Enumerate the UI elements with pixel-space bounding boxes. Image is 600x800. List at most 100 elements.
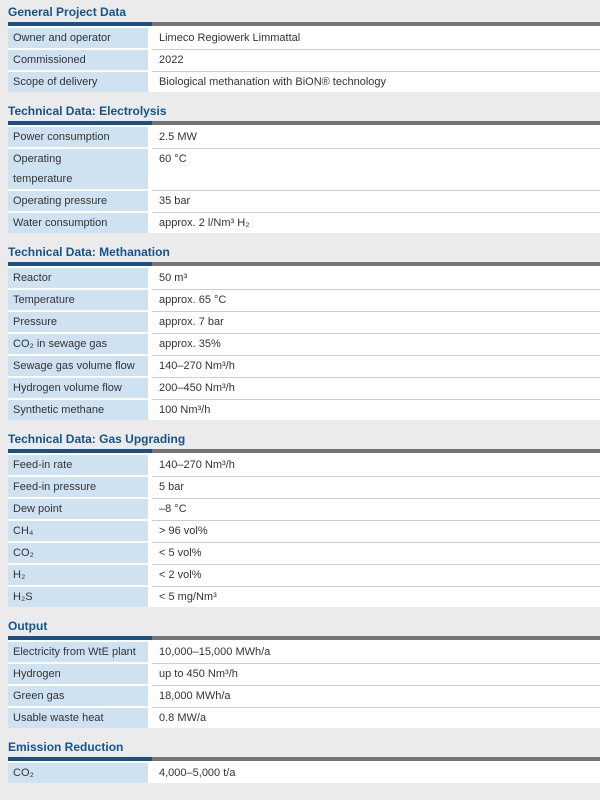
table-row: Operating temperature 60 °C xyxy=(8,149,600,191)
column-spacer xyxy=(148,763,152,783)
header-rule xyxy=(8,636,600,640)
header-rule-blue-segment xyxy=(8,636,152,640)
column-spacer xyxy=(148,334,152,354)
section-title: General Project Data xyxy=(8,5,127,19)
row-label: CO₂ xyxy=(8,543,148,563)
section-emission-reduction: Emission Reduction CO₂ 4,000–5,000 t/a xyxy=(8,741,600,783)
row-label: Sewage gas volume flow xyxy=(8,356,148,376)
column-spacer xyxy=(148,268,152,288)
table-row: CO₂ < 5 vol% xyxy=(8,543,600,565)
section-title: Emission Reduction xyxy=(8,740,124,754)
row-label: Hydrogen volume flow xyxy=(8,378,148,398)
row-value: 60 °C xyxy=(152,149,600,191)
row-label: Reactor xyxy=(8,268,148,288)
row-label: Dew point xyxy=(8,499,148,519)
row-value: approx. 7 bar xyxy=(152,312,600,334)
row-value: 140–270 Nm³/h xyxy=(152,455,600,477)
row-value: 18,000 MWh/a xyxy=(152,686,600,708)
row-label: CO₂ xyxy=(8,763,148,783)
column-spacer xyxy=(148,587,152,607)
row-label: Feed-in pressure xyxy=(8,477,148,497)
row-value: up to 450 Nm³/h xyxy=(152,664,600,686)
row-label: Hydrogen xyxy=(8,664,148,684)
row-value: Biological methanation with BiON® techno… xyxy=(152,72,600,92)
row-label: CO₂ in sewage gas xyxy=(8,334,148,354)
header-rule xyxy=(8,22,600,26)
column-spacer xyxy=(148,72,152,92)
section-title: Technical Data: Electrolysis xyxy=(8,104,167,118)
header-rule-gray-segment xyxy=(152,449,600,453)
table-row: CO₂ in sewage gas approx. 35% xyxy=(8,334,600,356)
row-label: Synthetic methane xyxy=(8,400,148,420)
row-value: Limeco Regiowerk Limmattal xyxy=(152,28,600,50)
table-row: Green gas 18,000 MWh/a xyxy=(8,686,600,708)
column-spacer xyxy=(148,290,152,310)
column-spacer xyxy=(148,213,152,233)
table-row: Hydrogen volume flow 200–450 Nm³/h xyxy=(8,378,600,400)
table-row: Pressure approx. 7 bar xyxy=(8,312,600,334)
row-label: Feed-in rate xyxy=(8,455,148,475)
section-title: Output xyxy=(8,619,48,633)
row-label: H₂S xyxy=(8,587,148,607)
column-spacer xyxy=(148,543,152,563)
row-value: 200–450 Nm³/h xyxy=(152,378,600,400)
table-row: Usable waste heat 0.8 MW/a xyxy=(8,708,600,728)
row-label: Scope of delivery xyxy=(8,72,148,92)
row-value: 5 bar xyxy=(152,477,600,499)
table-row: Operating pressure 35 bar xyxy=(8,191,600,213)
header-rule-gray-segment xyxy=(152,757,600,761)
row-label: Power consumption xyxy=(8,127,148,147)
section-methanation: Technical Data: Methanation Reactor 50 m… xyxy=(8,246,600,420)
section-electrolysis: Technical Data: Electrolysis Power consu… xyxy=(8,105,600,233)
column-spacer xyxy=(148,455,152,475)
column-spacer xyxy=(148,521,152,541)
column-spacer xyxy=(148,686,152,706)
table-row: Electricity from WtE plant 10,000–15,000… xyxy=(8,642,600,664)
row-value: < 5 mg/Nm³ xyxy=(152,587,600,607)
table-body: Owner and operator Limeco Regiowerk Limm… xyxy=(8,26,600,92)
row-label: Usable waste heat xyxy=(8,708,148,728)
column-spacer xyxy=(148,499,152,519)
header-rule xyxy=(8,757,600,761)
table-row: Synthetic methane 100 Nm³/h xyxy=(8,400,600,420)
row-value: 100 Nm³/h xyxy=(152,400,600,420)
row-value: approx. 2 l/Nm³ H₂ xyxy=(152,213,600,233)
table-body: Electricity from WtE plant 10,000–15,000… xyxy=(8,640,600,728)
column-spacer xyxy=(148,378,152,398)
column-spacer xyxy=(148,149,152,189)
table-row: Sewage gas volume flow 140–270 Nm³/h xyxy=(8,356,600,378)
column-spacer xyxy=(148,477,152,497)
table-row: Temperature approx. 65 °C xyxy=(8,290,600,312)
section-title: Technical Data: Gas Upgrading xyxy=(8,432,186,446)
row-value: approx. 65 °C xyxy=(152,290,600,312)
header-rule-gray-segment xyxy=(152,636,600,640)
row-value: < 2 vol% xyxy=(152,565,600,587)
table-row: Feed-in pressure 5 bar xyxy=(8,477,600,499)
row-value: 4,000–5,000 t/a xyxy=(152,763,600,783)
table-row: Hydrogen up to 450 Nm³/h xyxy=(8,664,600,686)
row-value: > 96 vol% xyxy=(152,521,600,543)
table-row: H₂ < 2 vol% xyxy=(8,565,600,587)
table-row: CO₂ 4,000–5,000 t/a xyxy=(8,763,600,783)
row-value: approx. 35% xyxy=(152,334,600,356)
section-gas-upgrading: Technical Data: Gas Upgrading Feed-in ra… xyxy=(8,433,600,607)
table-row: Dew point –8 °C xyxy=(8,499,600,521)
row-label: Electricity from WtE plant xyxy=(8,642,148,662)
header-rule xyxy=(8,121,600,125)
row-label: Operating temperature xyxy=(8,149,148,189)
column-spacer xyxy=(148,28,152,48)
column-spacer xyxy=(148,565,152,585)
header-rule-blue-segment xyxy=(8,121,152,125)
column-spacer xyxy=(148,127,152,147)
row-label: Water consumption xyxy=(8,213,148,233)
table-row: CH₄ > 96 vol% xyxy=(8,521,600,543)
row-value: 35 bar xyxy=(152,191,600,213)
table-body: Power consumption 2.5 MW Operating tempe… xyxy=(8,125,600,233)
column-spacer xyxy=(148,400,152,420)
table-body: Feed-in rate 140–270 Nm³/h Feed-in press… xyxy=(8,453,600,607)
row-label: Green gas xyxy=(8,686,148,706)
column-spacer xyxy=(148,191,152,211)
row-label: Commissioned xyxy=(8,50,148,70)
row-value: < 5 vol% xyxy=(152,543,600,565)
header-rule-blue-segment xyxy=(8,262,152,266)
